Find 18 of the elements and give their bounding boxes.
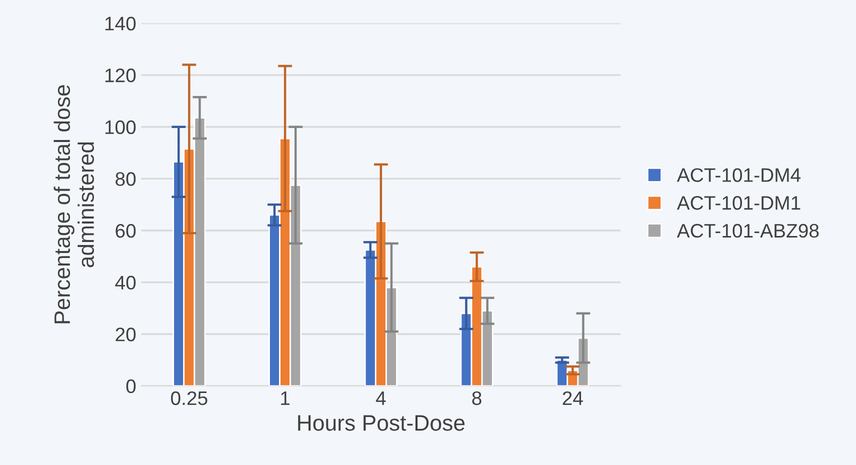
y-axis-title: Percentage of total dose administered [54,85,94,324]
x-tick-label: 4 [376,392,386,405]
x-tick-label: 24 [562,391,583,405]
x-axis-title: Hours Post-Dose [298,415,465,431]
y-tick-label: 120 [105,68,136,82]
legend-label: ACT-101-ABZ98 [676,224,819,238]
legend-label: ACT-101-DM1 [676,196,800,210]
y-tick-label: 60 [116,224,136,238]
x-tick-label: 1 [281,392,290,405]
legend-label: ACT-101-DM4 [676,168,801,182]
y-tick-label: 40 [115,276,136,290]
y-tick-label: 100 [105,120,136,134]
y-tick-label: 80 [116,172,136,186]
x-tick-label: 8 [472,391,482,406]
y-tick-label: 140 [105,16,136,30]
y-tick-label: 0 [126,379,136,394]
y-tick-label: 20 [116,328,136,342]
x-tick-label: 0.25 [171,391,208,406]
